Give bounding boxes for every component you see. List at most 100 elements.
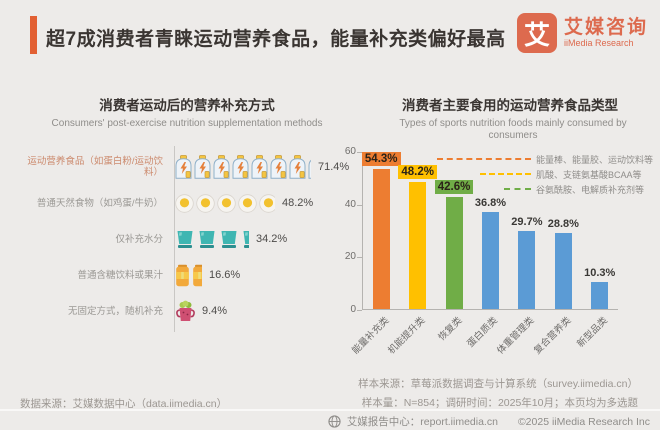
pictogram-row: 仅补充水分 34.2% [14, 222, 360, 256]
footer-divider [0, 409, 660, 411]
water-cup-icon [197, 230, 217, 249]
left-chart-panel: 消费者运动后的营养补充方式 Consumers' post-exercise n… [14, 94, 360, 342]
sports-drink-bottle-icon [175, 155, 192, 179]
page-title: 超7成消费者青睐运动营养食品，能量补充类偏好最高 [46, 29, 506, 50]
row-icons: 16.6% [170, 264, 240, 287]
sports-drink-bottle-icon [194, 155, 211, 179]
row-icons: 48.2% [170, 193, 313, 213]
water-cup-icon [219, 230, 239, 249]
logo-subtitle: iiMedia Research [563, 38, 634, 48]
bar-group: 54.3% 能量补充类 48.2% 机能提升类 42.6% 恢复类 36.8% 蛋白质类 29.… [350, 152, 618, 356]
bar-slot: 54.3% 能量补充类 [350, 152, 401, 356]
annotation: 能量棒、能量胶、运动饮料等 [437, 153, 653, 165]
sports-drink-bottle-icon [289, 155, 306, 179]
pictogram-row: 普通含糖饮料或果汁 16.6% [14, 258, 360, 292]
bar-slot: 42.6% 恢复类 [434, 152, 474, 343]
bar-value-label: 10.3% [584, 267, 616, 279]
footer-bar: 艾媒报告中心：report.iimedia.cn ©2025 iiMedia R… [328, 414, 650, 429]
title-accent-bar [30, 16, 37, 54]
y-tick-mark [357, 205, 362, 206]
water-cup-icon-partial [241, 230, 249, 249]
bar [481, 212, 499, 309]
globe-icon [328, 415, 341, 428]
y-tick-mark [357, 152, 362, 153]
row-label: 仅补充水分 [115, 233, 163, 245]
juice-can-icon [175, 264, 190, 287]
bar [445, 197, 463, 309]
bar-slot: 28.8% 复合营养类 [532, 152, 581, 356]
x-axis-label: 机能提升类 [386, 315, 428, 357]
annotation: 肌酸、支链氨基酸BCAA等 [480, 168, 642, 180]
bar-slot: 29.7% 体重管理类 [495, 152, 545, 356]
x-axis-label: 复合营养类 [531, 315, 574, 357]
bar [554, 233, 572, 309]
bar-slot: 36.8% 蛋白质类 [466, 152, 508, 350]
y-tick-mark [357, 257, 362, 258]
report-center-link: 艾媒报告中心：report.iimedia.cn [346, 416, 498, 428]
right-chart-panel: 消费者主要食用的运动营养食品类型 Types of sports nutriti… [336, 94, 660, 356]
sample-source-note: 样本来源：草莓派数据调查与计算系统（survey.iimedia.cn） [358, 378, 638, 390]
copyright-text: ©2025 iiMedia Research Inc [517, 415, 650, 428]
row-value: 71.4% [318, 161, 350, 173]
bar-slot: 48.2% 机能提升类 [386, 152, 437, 356]
pictogram-row: 无固定方式，随机补充 9.4% [14, 294, 360, 328]
bar-value-label: 28.8% [547, 218, 579, 230]
right-chart-title: 消费者主要食用的运动营养食品类型 [402, 98, 618, 113]
pictogram-rows: 运动营养食品（如蛋白粉/运动饮料） 71.4% 普通天然食物（如鸡蛋/牛奶） 48.2… [14, 150, 360, 330]
sports-drink-bottle-icon-partial [308, 155, 311, 179]
bar-value-label: 29.7% [511, 216, 543, 228]
row-icons: 34.2% [170, 230, 287, 249]
y-tick-label: 0 [350, 304, 356, 315]
left-chart-title: 消费者运动后的营养补充方式 [99, 98, 275, 113]
x-axis-label: 能量补充类 [349, 315, 392, 357]
annotation-leader-line [437, 158, 531, 160]
y-tick-label: 20 [344, 251, 356, 262]
left-chart-axis-line [174, 146, 175, 332]
water-cup-icon [175, 230, 195, 249]
row-value: 16.6% [209, 269, 241, 281]
bar-value-label: 48.2% [398, 165, 437, 179]
juice-can-icon-partial [192, 264, 202, 287]
pictogram-row: 普通天然食物（如鸡蛋/牛奶） 48.2% [14, 186, 360, 220]
egg-icon-partial [259, 193, 275, 213]
bar-value-label: 36.8% [474, 197, 507, 209]
annotation-leader-line [480, 173, 531, 175]
x-axis-label: 新型品类 [574, 315, 610, 350]
left-chart-subtitle: Consumers' post-exercise nutrition suppl… [51, 118, 323, 129]
egg-icon [196, 193, 215, 213]
annotation-text: 谷氨酰胺、电解质补充剂等 [536, 184, 645, 195]
bar-chart-plot: 54.3% 能量补充类 48.2% 机能提升类 42.6% 恢复类 36.8% 蛋白质类 29.… [350, 152, 618, 356]
annotation: 谷氨酰胺、电解质补充剂等 [504, 183, 644, 195]
bar [518, 231, 536, 309]
logo-name: 艾媒咨询 [563, 17, 648, 38]
row-label: 普通天然食物（如鸡蛋/牛奶） [36, 197, 163, 209]
row-label: 运动营养食品（如蛋白粉/运动饮料） [27, 156, 163, 178]
row-value: 34.2% [256, 233, 288, 245]
data-source-note: 数据来源：艾媒数据中心（data.iimedia.cn） [20, 398, 228, 410]
egg-icon [238, 193, 257, 213]
bar [409, 182, 427, 309]
egg-icon [175, 193, 194, 213]
bar-value-label: 42.6% [434, 180, 474, 194]
iimedia-logo-icon: 艾 [516, 13, 557, 53]
row-icons: 9.4% [170, 300, 227, 322]
iimedia-logo: 艾 艾媒咨询 iiMedia Research [516, 13, 648, 53]
right-chart-subtitle: Types of sports nutrition foods mainly c… [399, 118, 627, 141]
y-tick-mark [357, 310, 362, 311]
bar [591, 282, 609, 309]
bar-value-label: 54.3% [361, 152, 401, 166]
row-icons: 71.4% [170, 155, 349, 179]
sample-info-note: 样本量：N=854；调研时间：2025年10月；本页均为多选题 [361, 397, 638, 409]
row-value: 9.4% [202, 305, 228, 317]
x-axis-label: 恢复类 [436, 315, 464, 344]
egg-icon [217, 193, 236, 213]
annotation-leader-line [504, 188, 531, 190]
y-tick-label: 40 [344, 199, 356, 210]
sports-drink-bottle-icon [213, 155, 230, 179]
sports-drink-bottle-icon [270, 155, 287, 179]
bar [372, 169, 390, 309]
sports-drink-bottle-icon [251, 155, 268, 179]
pictogram-row: 运动营养食品（如蛋白粉/运动饮料） 71.4% [14, 150, 360, 184]
sports-drink-bottle-icon [232, 155, 249, 179]
